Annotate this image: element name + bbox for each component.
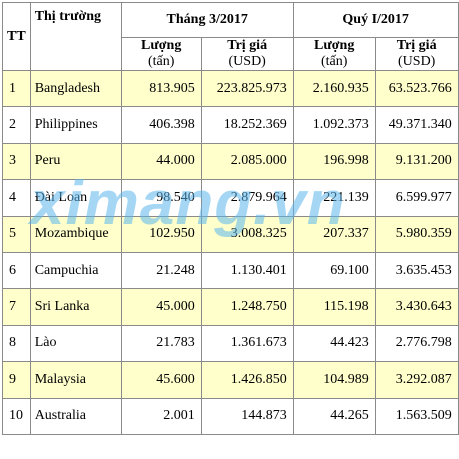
row-month-volume: 2.001	[120, 397, 202, 435]
row-tt: 2	[2, 106, 31, 144]
row-quarter-volume: 221.139	[292, 179, 376, 217]
row-month-volume: 44.000	[120, 142, 202, 181]
row-market: Philippines	[29, 106, 122, 144]
row-month-value: 1.361.673	[200, 324, 294, 363]
table-row: 3 Peru 44.000 2.085.000 196.998 9.131.20…	[2, 142, 459, 181]
table-row: 6 Campuchia 21.248 1.130.401 69.100 3.63…	[2, 251, 459, 290]
row-month-volume: 98.540	[120, 179, 202, 217]
header-period-month: Tháng 3/2017	[120, 2, 294, 38]
row-market: Campuchia	[29, 251, 122, 290]
row-tt: 8	[2, 324, 31, 363]
row-quarter-volume: 2.160.935	[292, 69, 376, 108]
row-quarter-value: 63.523.766	[374, 69, 459, 108]
row-tt: 7	[2, 288, 31, 326]
row-month-volume: 102.950	[120, 215, 202, 253]
row-month-volume: 813.905	[120, 69, 202, 108]
row-quarter-volume: 196.998	[292, 142, 376, 181]
row-market: Sri Lanka	[29, 288, 122, 326]
row-month-volume: 21.783	[120, 324, 202, 363]
table-row: 5 Mozambique 102.950 3.008.325 207.337 5…	[2, 215, 459, 253]
row-quarter-value: 2.776.798	[374, 324, 459, 363]
row-month-value: 1.130.401	[200, 251, 294, 290]
row-tt: 9	[2, 361, 31, 399]
table-row: 10 Australia 2.001 144.873 44.265 1.563.…	[2, 397, 459, 435]
table-row: 4 Đài Loan 98.540 2.879.964 221.139 6.59…	[2, 179, 459, 217]
table-row: 1 Bangladesh 813.905 223.825.973 2.160.9…	[2, 69, 459, 108]
volume-unit: (tấn)	[147, 54, 175, 69]
row-quarter-volume: 69.100	[292, 251, 376, 290]
row-month-value: 1.248.750	[200, 288, 294, 326]
row-month-value: 1.426.850	[200, 361, 294, 399]
row-quarter-value: 3.635.453	[374, 251, 459, 290]
row-quarter-value: 1.563.509	[374, 397, 459, 435]
row-month-value: 223.825.973	[200, 69, 294, 108]
row-month-volume: 45.000	[120, 288, 202, 326]
volume-label: Lượng	[314, 38, 355, 54]
row-quarter-volume: 44.265	[292, 397, 376, 435]
row-quarter-volume: 1.092.373	[292, 106, 376, 144]
row-market: Australia	[29, 397, 122, 435]
row-month-volume: 406.398	[120, 106, 202, 144]
row-quarter-volume: 44.423	[292, 324, 376, 363]
row-quarter-value: 9.131.200	[374, 142, 459, 181]
header-quarter-volume: Lượng (tấn)	[292, 37, 376, 71]
table-row: 2 Philippines 406.398 18.252.369 1.092.3…	[2, 106, 459, 144]
row-month-value: 3.008.325	[200, 215, 294, 253]
row-market: Malaysia	[29, 361, 122, 399]
header-month-value: Trị giá (USD)	[200, 37, 294, 71]
row-tt: 5	[2, 215, 31, 253]
row-month-value: 18.252.369	[200, 106, 294, 144]
value-label: Trị giá	[396, 38, 437, 54]
volume-label: Lượng	[141, 38, 182, 54]
row-tt: 4	[2, 179, 31, 217]
volume-unit: (tấn)	[320, 54, 348, 69]
row-market: Mozambique	[29, 215, 122, 253]
row-quarter-volume: 104.989	[292, 361, 376, 399]
row-month-volume: 45.600	[120, 361, 202, 399]
value-unit: (USD)	[398, 54, 436, 69]
table-row: 7 Sri Lanka 45.000 1.248.750 115.198 3.4…	[2, 288, 459, 326]
row-market: Đài Loan	[29, 179, 122, 217]
row-quarter-value: 3.430.643	[374, 288, 459, 326]
row-quarter-value: 49.371.340	[374, 106, 459, 144]
export-table: TT Thị trường Tháng 3/2017 Quý I/2017 Lư…	[2, 2, 459, 435]
table-row: 8 Lào 21.783 1.361.673 44.423 2.776.798	[2, 324, 459, 363]
row-month-value: 144.873	[200, 397, 294, 435]
row-market: Lào	[29, 324, 122, 363]
header-market: Thị trường	[29, 2, 122, 71]
table-row: 9 Malaysia 45.600 1.426.850 104.989 3.29…	[2, 361, 459, 399]
export-table-container: TT Thị trường Tháng 3/2017 Quý I/2017 Lư…	[2, 2, 459, 435]
row-month-volume: 21.248	[120, 251, 202, 290]
row-tt: 10	[2, 397, 31, 435]
header-month-volume: Lượng (tấn)	[120, 37, 202, 71]
row-tt: 6	[2, 251, 31, 290]
row-quarter-volume: 115.198	[292, 288, 376, 326]
header-row-1: TT Thị trường Tháng 3/2017 Quý I/2017	[2, 2, 459, 71]
row-quarter-value: 6.599.977	[374, 179, 459, 217]
row-quarter-volume: 207.337	[292, 215, 376, 253]
row-month-value: 2.879.964	[200, 179, 294, 217]
header-quarter-value: Trị giá (USD)	[374, 37, 459, 71]
row-quarter-value: 5.980.359	[374, 215, 459, 253]
row-tt: 1	[2, 69, 31, 108]
header-row-2: Lượng (tấn) Trị giá (USD) Lượng (tấn) Trị g…	[3, 37, 459, 71]
row-market: Peru	[29, 142, 122, 181]
value-label: Trị giá	[227, 38, 268, 54]
header-tt: TT	[2, 2, 31, 71]
value-unit: (USD)	[228, 54, 266, 69]
row-quarter-value: 3.292.087	[374, 361, 459, 399]
row-market: Bangladesh	[29, 69, 122, 108]
row-tt: 3	[2, 142, 31, 181]
row-month-value: 2.085.000	[200, 142, 294, 181]
header-period-quarter: Quý I/2017	[292, 2, 459, 38]
